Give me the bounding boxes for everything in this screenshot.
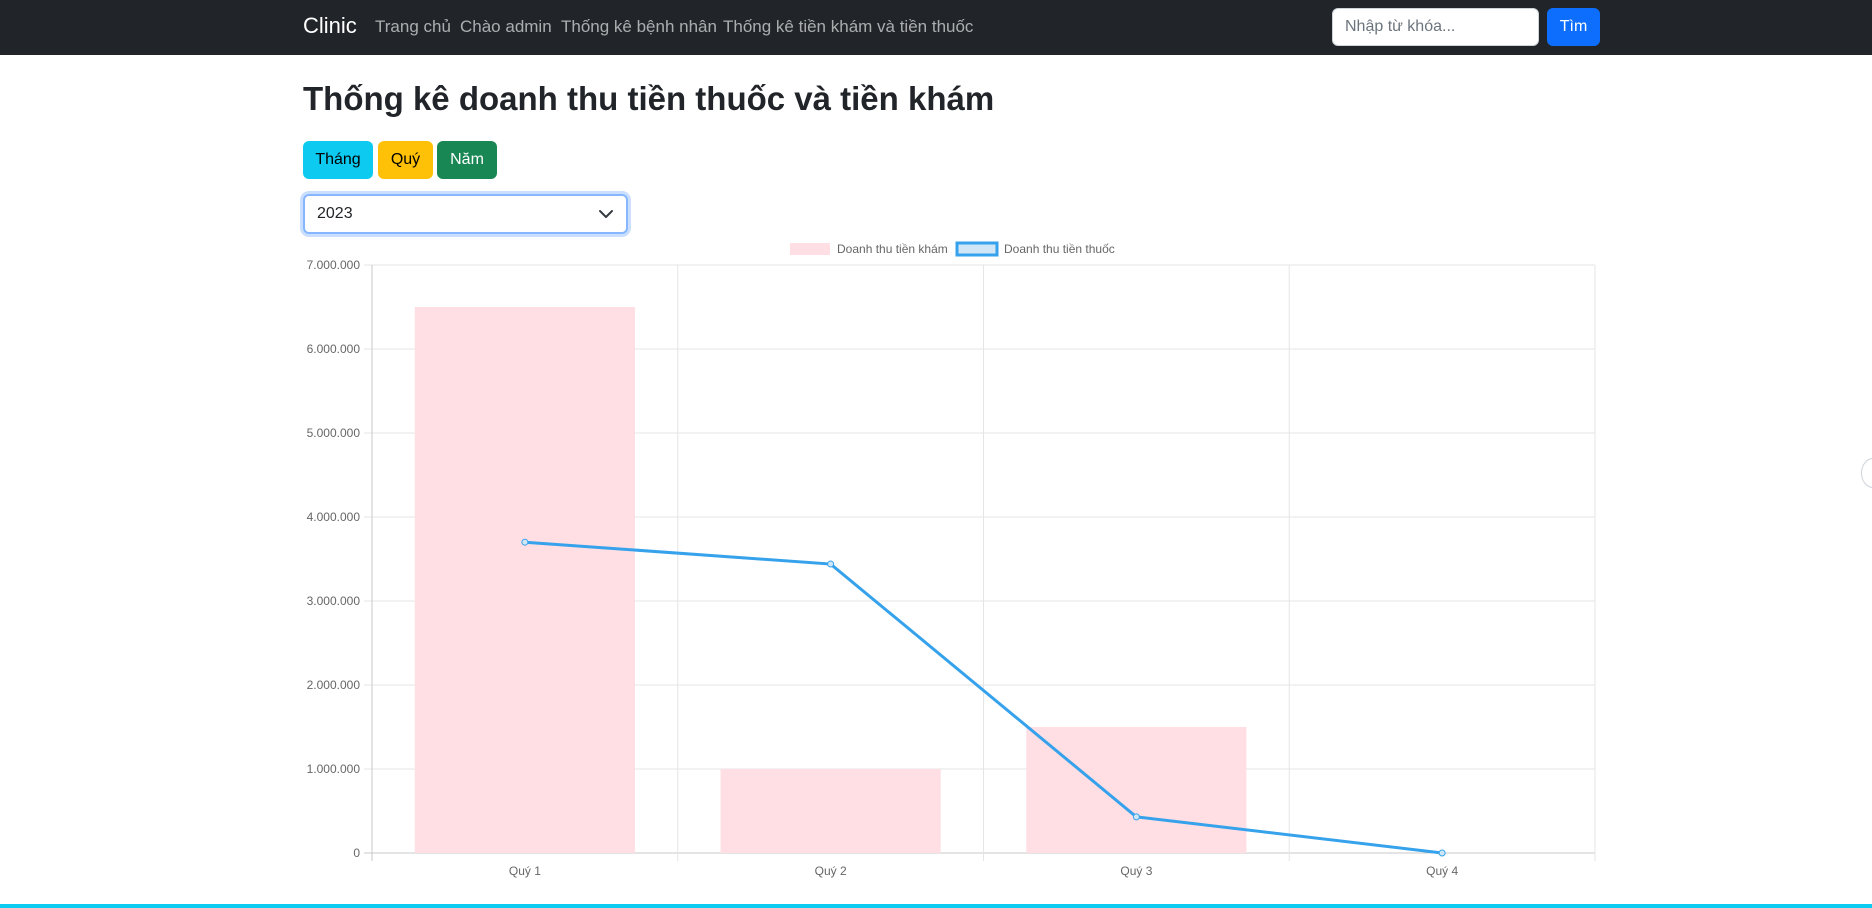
chevron-down-icon bbox=[599, 210, 613, 218]
chart-legend[interactable]: Doanh thu tiền khám Doanh thu tiền thuốc bbox=[790, 241, 1115, 257]
chart-line bbox=[521, 538, 1446, 857]
chart-labels: 0 1.000.000 2.000.000 3.000.000 4.000.000 5.0… bbox=[307, 258, 1459, 878]
line-medicine-revenue bbox=[524, 540, 1443, 855]
legend-swatch-exam[interactable] bbox=[790, 243, 830, 255]
year-filter-button[interactable]: Năm bbox=[437, 141, 497, 179]
y-tick-label: 4.000.000 bbox=[307, 510, 361, 524]
y-tick-label: 3.000.000 bbox=[307, 594, 361, 608]
y-tick-label: 6.000.000 bbox=[307, 342, 361, 356]
quarter-filter-button[interactable]: Quý bbox=[378, 141, 433, 179]
chart-bars bbox=[414, 307, 1247, 853]
y-tick-label: 1.000.000 bbox=[307, 762, 361, 776]
y-tick-label: 5.000.000 bbox=[307, 426, 361, 440]
point-medicine-revenue[interactable] bbox=[521, 538, 529, 546]
point-medicine-revenue[interactable] bbox=[827, 560, 835, 568]
x-tick-label: Quý 1 bbox=[509, 864, 541, 878]
y-tick-label: 2.000.000 bbox=[307, 678, 361, 692]
point-medicine-revenue[interactable] bbox=[1132, 813, 1140, 821]
year-select-value: 2023 bbox=[317, 205, 353, 222]
bar-exam-revenue[interactable] bbox=[720, 769, 941, 853]
y-tick-label: 0 bbox=[353, 846, 360, 860]
x-tick-label: Quý 2 bbox=[815, 864, 847, 878]
nav-link-patient-stats[interactable]: Thống kê bệnh nhân bbox=[561, 17, 717, 36]
x-tick-label: Quý 3 bbox=[1120, 864, 1152, 878]
bar-exam-revenue[interactable] bbox=[1026, 727, 1247, 853]
x-tick-label: Quý 4 bbox=[1426, 864, 1458, 878]
legend-swatch-medicine[interactable] bbox=[955, 241, 999, 257]
nav-link-home[interactable]: Trang chủ bbox=[375, 17, 451, 36]
brand-link[interactable]: Clinic bbox=[303, 13, 357, 38]
navbar: Clinic Trang chủ Chào admin Thống kê bện… bbox=[0, 0, 1872, 55]
search-button[interactable]: Tìm bbox=[1547, 8, 1600, 46]
legend-label-exam[interactable]: Doanh thu tiền khám bbox=[837, 242, 948, 256]
nav-link-greeting[interactable]: Chào admin bbox=[460, 17, 552, 36]
y-tick-label: 7.000.000 bbox=[307, 258, 361, 272]
nav-link-revenue-stats[interactable]: Thống kê tiền khám và tiền thuốc bbox=[723, 17, 974, 36]
year-select[interactable]: 2023 bbox=[303, 194, 628, 234]
point-medicine-revenue[interactable] bbox=[1438, 849, 1446, 857]
month-filter-button[interactable]: Tháng bbox=[303, 141, 373, 179]
bar-exam-revenue[interactable] bbox=[414, 307, 635, 853]
legend-label-medicine[interactable]: Doanh thu tiền thuốc bbox=[1004, 242, 1115, 256]
search-input[interactable] bbox=[1332, 8, 1539, 46]
bottom-accent-bar bbox=[0, 904, 1872, 908]
page-title: Thống kê doanh thu tiền thuốc và tiền kh… bbox=[303, 80, 995, 117]
